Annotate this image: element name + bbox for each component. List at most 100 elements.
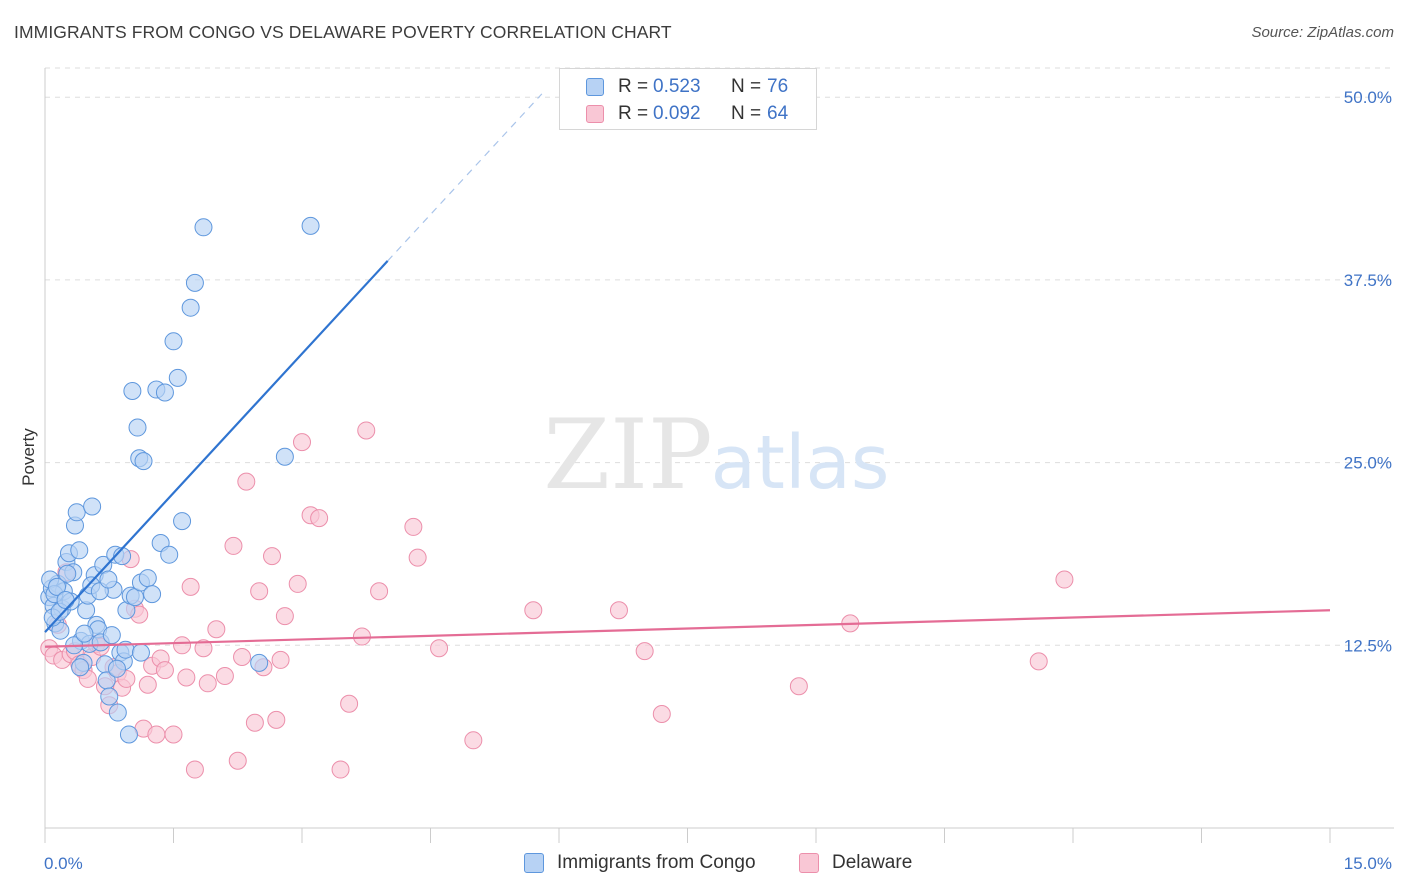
delaware-point bbox=[173, 636, 192, 655]
delaware-point bbox=[408, 548, 427, 567]
legend-r-value: 0.092 bbox=[653, 103, 701, 124]
delaware-trend-line bbox=[44, 609, 1331, 648]
delaware-point bbox=[275, 607, 294, 626]
congo-point bbox=[83, 497, 102, 516]
legend-n-value: 64 bbox=[767, 103, 789, 124]
delaware-point bbox=[267, 710, 286, 729]
delaware-point bbox=[789, 677, 808, 696]
delaware-point bbox=[340, 694, 359, 713]
congo-trend-extension bbox=[387, 93, 543, 262]
congo-point bbox=[181, 298, 200, 317]
legend-swatch-congo bbox=[586, 78, 604, 96]
delaware-point bbox=[245, 713, 264, 732]
congo-point bbox=[71, 658, 90, 677]
legend-r-label: R = bbox=[618, 76, 649, 97]
legend-swatch-delaware bbox=[799, 853, 819, 873]
stats-legend: R = 0.523 N = 76 R = 0.092 N = 64 bbox=[559, 68, 817, 130]
congo-point bbox=[47, 577, 66, 596]
delaware-point bbox=[310, 509, 329, 528]
congo-point bbox=[102, 626, 121, 645]
legend-n-label: N = bbox=[731, 76, 762, 97]
congo-point bbox=[301, 216, 320, 235]
congo-point bbox=[185, 273, 204, 292]
delaware-point bbox=[164, 725, 183, 744]
congo-point bbox=[58, 564, 77, 583]
delaware-point bbox=[185, 760, 204, 779]
legend-n-value: 76 bbox=[767, 76, 789, 97]
watermark-atlas: atlas bbox=[711, 420, 890, 506]
y-tick-label: 25.0% bbox=[1344, 454, 1392, 473]
congo-point bbox=[99, 570, 118, 589]
y-tick-label: 12.5% bbox=[1344, 636, 1392, 655]
delaware-point bbox=[194, 639, 213, 658]
delaware-point bbox=[430, 639, 449, 658]
delaware-point bbox=[228, 751, 247, 770]
legend-label-delaware: Delaware bbox=[832, 852, 913, 873]
delaware-point bbox=[652, 705, 671, 723]
congo-point bbox=[164, 332, 183, 351]
congo-point bbox=[123, 382, 142, 400]
delaware-point bbox=[271, 650, 290, 669]
y-tick-label: 50.0% bbox=[1344, 88, 1392, 107]
legend-label-congo: Immigrants from Congo bbox=[557, 852, 756, 873]
congo-point bbox=[128, 418, 147, 437]
data-points bbox=[40, 216, 1074, 779]
congo-point bbox=[100, 687, 119, 706]
delaware-point bbox=[370, 582, 389, 601]
x-tick-label: 15.0% bbox=[1344, 854, 1392, 873]
legend-swatch-delaware bbox=[586, 105, 604, 123]
congo-point bbox=[131, 643, 150, 662]
delaware-point bbox=[198, 674, 217, 693]
congo-point bbox=[134, 452, 153, 471]
delaware-point bbox=[609, 601, 628, 620]
congo-point bbox=[67, 503, 86, 522]
delaware-point bbox=[250, 582, 269, 601]
congo-point bbox=[155, 383, 174, 402]
legend-swatch-congo bbox=[524, 853, 544, 873]
congo-point bbox=[51, 621, 70, 640]
delaware-point bbox=[288, 574, 307, 593]
legend-n-label: N = bbox=[731, 103, 762, 124]
congo-point bbox=[56, 591, 75, 609]
congo-point bbox=[138, 569, 157, 588]
delaware-point bbox=[293, 433, 311, 452]
source-credit: Source: ZipAtlas.com bbox=[1251, 24, 1394, 41]
y-tick-label: 37.5% bbox=[1344, 271, 1392, 290]
congo-point bbox=[119, 725, 138, 744]
delaware-point bbox=[263, 547, 282, 566]
legend-r-label: R = bbox=[618, 103, 649, 124]
chart-title: IMMIGRANTS FROM CONGO VS DELAWARE POVERT… bbox=[14, 22, 672, 42]
legend-r-value: 0.523 bbox=[653, 76, 701, 97]
delaware-point bbox=[464, 731, 483, 750]
congo-point bbox=[250, 653, 269, 672]
y-axis-label: Poverty bbox=[19, 428, 38, 486]
delaware-point bbox=[524, 601, 543, 620]
congo-trend-line bbox=[44, 260, 389, 633]
delaware-point bbox=[224, 536, 243, 555]
congo-point bbox=[160, 545, 179, 564]
delaware-point bbox=[147, 725, 166, 744]
delaware-point bbox=[1029, 652, 1048, 671]
gridlines bbox=[45, 67, 1394, 646]
watermark-zip: ZIP bbox=[543, 399, 712, 511]
delaware-point bbox=[404, 517, 423, 536]
congo-point bbox=[75, 624, 94, 643]
delaware-point bbox=[233, 648, 252, 666]
congo-point bbox=[70, 541, 89, 560]
delaware-point bbox=[155, 661, 174, 680]
congo-point bbox=[168, 368, 187, 387]
delaware-point bbox=[177, 668, 196, 687]
congo-point bbox=[194, 218, 213, 237]
delaware-point bbox=[237, 472, 256, 491]
delaware-point bbox=[357, 421, 376, 440]
delaware-point bbox=[331, 760, 350, 779]
delaware-point bbox=[138, 675, 157, 694]
delaware-point bbox=[215, 667, 234, 685]
delaware-point bbox=[1055, 570, 1074, 589]
delaware-point bbox=[207, 620, 226, 639]
congo-point bbox=[108, 703, 127, 722]
congo-point bbox=[173, 512, 192, 531]
congo-point bbox=[143, 585, 162, 604]
congo-point bbox=[107, 659, 126, 678]
